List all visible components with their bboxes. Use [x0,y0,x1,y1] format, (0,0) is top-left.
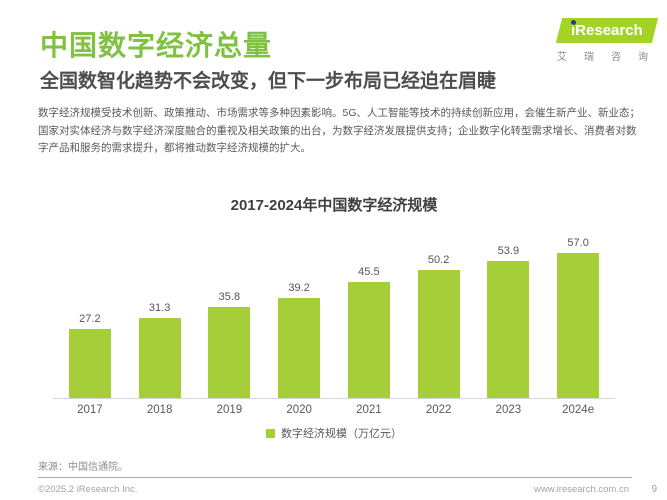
page-subtitle: 全国数智化趋势不会改变，但下一步布局已经迫在眉睫 [40,71,497,92]
bar-value-label: 35.8 [218,291,241,303]
iresearch-logo: i Research 艾瑞咨询 [555,18,659,63]
bar-column: 27.2 [55,313,125,398]
x-axis-label: 2022 [425,404,452,416]
x-axis-labels: 2017 2018 2019 2020 2021 2022 2023 2024e [53,399,615,416]
bar [417,270,460,398]
x-axis-label: 2019 [216,404,243,416]
page-title: 中国数字经济总量 [40,30,273,61]
bar [278,298,321,398]
footer-divider [38,477,632,478]
bar-column: 53.9 [474,245,544,398]
bar-value-label: 39.2 [288,282,310,294]
bar-column: 39.2 [264,282,334,398]
bar-column: 31.3 [125,302,195,398]
bar-value-label: 53.9 [497,245,520,257]
bar [208,307,251,398]
x-axis-label: 2023 [495,404,522,416]
x-axis-label: 2021 [356,404,382,416]
page-number: 9 [651,484,657,495]
bar-value-label: 50.2 [427,254,450,266]
bar-column: 35.8 [195,291,265,398]
chart-legend: 数字经济规模（万亿元） [53,425,615,441]
x-axis-label: 2018 [146,404,173,416]
footer-website: www.iresearch.com.cn [533,484,629,495]
bar [557,253,600,398]
footer-copyright: ©2025.2 iResearch Inc. [38,484,138,495]
x-axis-line [53,398,615,399]
bar-column: 45.5 [334,266,404,398]
body-paragraph: 数字经济规模受技术创新、政策推动、市场需求等多种因素影响。5G、人工智能等技术的… [38,107,641,154]
bar [68,329,111,398]
legend-label: 数字经济规模（万亿元） [281,428,402,440]
logo-parallelogram: i Research [555,18,659,43]
bar [487,261,530,398]
source-note: 来源：中国信通院。 [38,462,128,473]
bar [347,282,390,398]
bar-value-label: 31.3 [148,302,171,314]
bar-column: 50.2 [404,254,474,398]
logo-rest-letters: Research [575,22,643,39]
chart-plot-area: 27.2 31.3 35.8 39.2 45.5 50.2 53.9 57.0 [53,220,615,398]
x-axis-label: 2024e [562,404,595,416]
bar-value-label: 57.0 [567,237,589,249]
logo-i-letter: i [571,22,576,39]
bar-value-label: 45.5 [358,266,380,278]
legend-swatch [266,428,275,438]
logo-wordmark: i Research [571,22,643,39]
bar-value-label: 27.2 [79,313,101,325]
logo-chinese-name: 艾瑞咨询 [557,52,661,63]
x-axis-label: 2017 [77,404,103,416]
x-axis-label: 2020 [286,404,312,416]
bar-column: 57.0 [543,237,613,398]
bar-chart: 2017-2024年中国数字经济规模 27.2 31.3 35.8 39.2 45.5 5… [53,194,615,441]
chart-title: 2017-2024年中国数字经济规模 [230,197,438,214]
bar [138,318,181,398]
